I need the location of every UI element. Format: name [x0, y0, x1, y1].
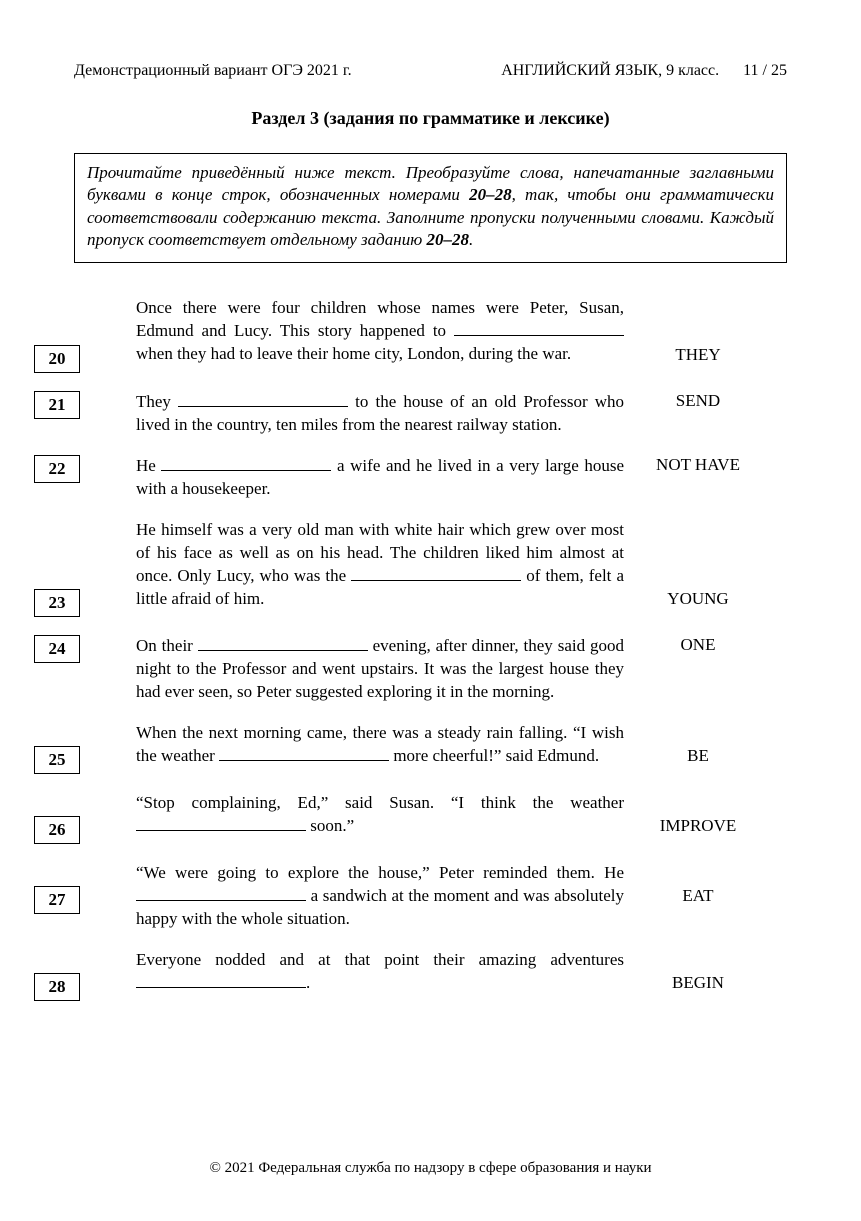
task-number-box: 25 [34, 746, 80, 774]
task-source-word: YOUNG [638, 519, 758, 609]
blank-line [136, 885, 306, 901]
task-number-box: 27 [34, 886, 80, 914]
header-page-number: 11 / 25 [743, 62, 787, 80]
task-row: 27“We were going to explore the house,” … [74, 862, 787, 931]
task-number-box: 28 [34, 973, 80, 1001]
task-text-segment: . [306, 973, 310, 992]
header-left: Демонстрационный вариант ОГЭ 2021 г. [74, 62, 352, 80]
instruction-range-1: 20–28 [469, 185, 512, 204]
blank-line [136, 972, 306, 988]
task-text-segment: He [136, 456, 161, 475]
task-row: 28Everyone nodded and at that point thei… [74, 949, 787, 1001]
task-number-cell: 26 [34, 792, 122, 844]
task-source-word: THEY [638, 297, 758, 365]
task-row: 24On their evening, after dinner, they s… [74, 635, 787, 704]
task-row: 26“Stop complaining, Ed,” said Susan. “I… [74, 792, 787, 844]
task-number-box: 20 [34, 345, 80, 373]
task-text: When the next morning came, there was a … [136, 722, 624, 768]
task-text-segment: soon.” [306, 816, 354, 835]
blank-line [178, 391, 348, 407]
page-footer: © 2021 Федеральная служба по надзору в с… [0, 1160, 861, 1177]
task-list: 20Once there were four children whose na… [74, 297, 787, 1001]
section-title: Раздел 3 (задания по грамматике и лексик… [74, 108, 787, 129]
task-text: They to the house of an old Professor wh… [136, 391, 624, 437]
task-number-box: 26 [34, 816, 80, 844]
task-text-segment: Everyone nodded and at that point their … [136, 950, 624, 969]
task-source-word: BE [638, 722, 758, 766]
page: Демонстрационный вариант ОГЭ 2021 г. АНГ… [0, 0, 861, 1221]
task-row: 20Once there were four children whose na… [74, 297, 787, 373]
task-source-word: IMPROVE [638, 792, 758, 836]
task-number-cell: 25 [34, 722, 122, 774]
task-text: Everyone nodded and at that point their … [136, 949, 624, 995]
task-number-cell: 21 [34, 391, 122, 419]
blank-line [161, 455, 331, 471]
task-text-segment: when they had to leave their home city, … [136, 344, 571, 363]
header-right: АНГЛИЙСКИЙ ЯЗЫК, 9 класс. 11 / 25 [501, 62, 787, 80]
blank-line [136, 815, 306, 831]
task-text: On their evening, after dinner, they sai… [136, 635, 624, 704]
blank-line [351, 565, 521, 581]
task-source-word: NOT HAVE [638, 455, 758, 475]
blank-line [198, 635, 368, 651]
task-row: 21They to the house of an old Professor … [74, 391, 787, 437]
task-source-word: BEGIN [638, 949, 758, 993]
task-number-box: 24 [34, 635, 80, 663]
instruction-box: Прочитайте приведённый ниже текст. Преоб… [74, 153, 787, 263]
task-number-cell: 28 [34, 949, 122, 1001]
task-number-cell: 22 [34, 455, 122, 483]
task-text-segment: more cheerful!” said Edmund. [389, 746, 599, 765]
instruction-range-2: 20–28 [426, 230, 469, 249]
task-number-box: 21 [34, 391, 80, 419]
task-number-cell: 27 [34, 862, 122, 914]
task-text: “Stop complaining, Ed,” said Susan. “I t… [136, 792, 624, 838]
task-text: Once there were four children whose name… [136, 297, 624, 366]
page-header: Демонстрационный вариант ОГЭ 2021 г. АНГ… [74, 62, 787, 80]
task-number-cell: 23 [34, 519, 122, 617]
task-source-word: EAT [638, 862, 758, 906]
task-row: 25When the next morning came, there was … [74, 722, 787, 774]
task-source-word: ONE [638, 635, 758, 655]
task-number-box: 23 [34, 589, 80, 617]
instruction-text-3: . [469, 230, 473, 249]
blank-line [454, 320, 624, 336]
blank-line [219, 745, 389, 761]
task-text-segment: On their [136, 636, 198, 655]
task-text-segment: “Stop complaining, Ed,” said Susan. “I t… [136, 793, 624, 812]
task-text: He himself was a very old man with white… [136, 519, 624, 611]
task-text: He a wife and he lived in a very large h… [136, 455, 624, 501]
task-text-segment: They [136, 392, 178, 411]
task-number-cell: 24 [34, 635, 122, 663]
task-text: “We were going to explore the house,” Pe… [136, 862, 624, 931]
header-subject: АНГЛИЙСКИЙ ЯЗЫК, 9 класс. [501, 62, 719, 80]
task-number-box: 22 [34, 455, 80, 483]
task-text-segment: “We were going to explore the house,” Pe… [136, 863, 624, 882]
task-row: 23He himself was a very old man with whi… [74, 519, 787, 617]
task-row: 22He a wife and he lived in a very large… [74, 455, 787, 501]
task-source-word: SEND [638, 391, 758, 411]
task-number-cell: 20 [34, 297, 122, 373]
